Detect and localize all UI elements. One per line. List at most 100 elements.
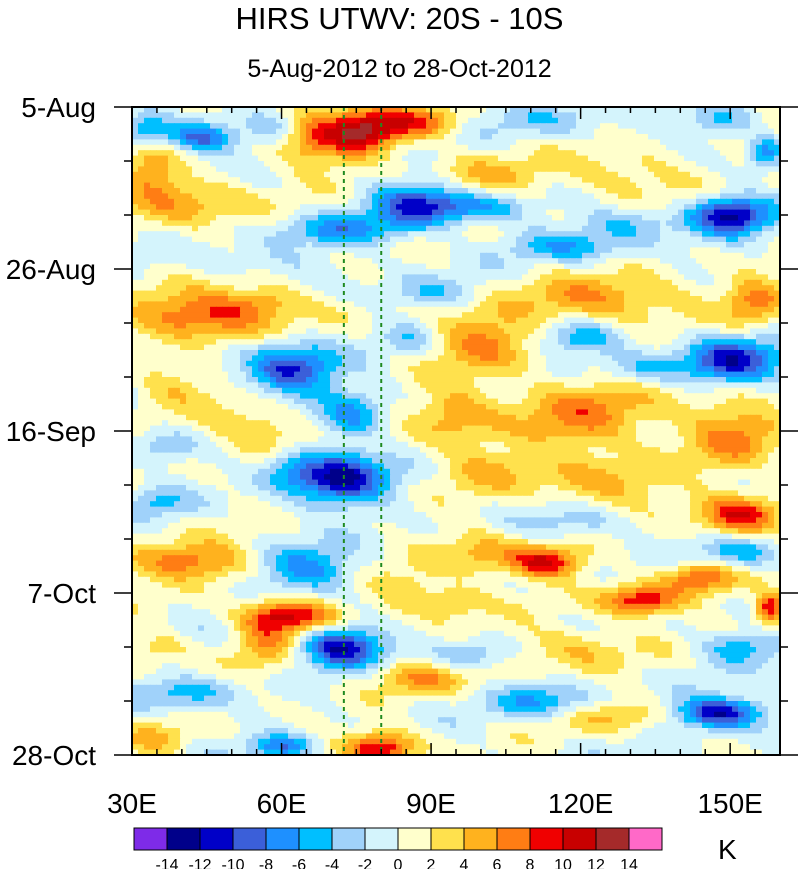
heatmap-cell: [228, 301, 235, 308]
heatmap-cell: [516, 252, 523, 259]
heatmap-cell: [498, 312, 505, 319]
heatmap-cell: [384, 220, 391, 227]
heatmap-cell: [672, 274, 679, 281]
heatmap-cell: [564, 139, 571, 146]
heatmap-cell: [372, 209, 379, 216]
heatmap-cell: [264, 215, 271, 221]
heatmap-cell: [474, 209, 481, 216]
heatmap-cell: [738, 247, 745, 254]
heatmap-cell: [546, 263, 553, 270]
heatmap-cell: [270, 215, 277, 221]
heatmap-cell: [762, 144, 769, 151]
heatmap-cell: [402, 258, 409, 265]
heatmap-cell: [576, 279, 583, 286]
heatmap-cell: [528, 333, 535, 340]
heatmap-cell: [600, 242, 607, 248]
heatmap-cell: [270, 274, 277, 281]
heatmap-cell: [408, 252, 415, 259]
heatmap-cell: [216, 166, 223, 173]
heatmap-cell: [762, 328, 769, 335]
heatmap-cell: [150, 279, 157, 286]
heatmap-cell: [756, 247, 763, 254]
heatmap-cell: [354, 128, 361, 135]
heatmap-cell: [150, 312, 157, 319]
heatmap-cell: [630, 225, 637, 232]
heatmap-cell: [702, 204, 709, 211]
heatmap-cell: [480, 123, 487, 130]
heatmap-cell: [666, 274, 673, 281]
heatmap-cell: [456, 285, 463, 292]
heatmap-cell: [294, 166, 301, 173]
heatmap-cell: [396, 188, 403, 194]
heatmap-cell: [294, 112, 301, 119]
heatmap-cell: [732, 236, 739, 243]
heatmap-cell: [750, 204, 757, 211]
heatmap-cell: [216, 215, 223, 221]
heatmap-cell: [642, 215, 649, 221]
heatmap-cell: [630, 144, 637, 151]
heatmap-cell: [174, 209, 181, 216]
heatmap-cell: [222, 225, 229, 232]
heatmap-cell: [348, 274, 355, 281]
heatmap-cell: [456, 166, 463, 173]
heatmap-cell: [606, 247, 613, 254]
heatmap-cell: [516, 290, 523, 297]
heatmap-cell: [330, 242, 337, 248]
heatmap-cell: [438, 225, 445, 232]
heatmap-cell: [636, 134, 643, 140]
heatmap-cell: [186, 274, 193, 281]
heatmap-cell: [420, 263, 427, 270]
heatmap-cell: [276, 252, 283, 259]
heatmap-cell: [564, 204, 571, 211]
heatmap-cell: [726, 209, 733, 216]
heatmap-cell: [714, 155, 721, 162]
heatmap-cell: [270, 209, 277, 216]
heatmap-cell: [498, 290, 505, 297]
heatmap-cell: [330, 220, 337, 227]
heatmap-cell: [720, 285, 727, 292]
heatmap-cell: [330, 139, 337, 146]
heatmap-cell: [144, 171, 151, 178]
heatmap-cell: [552, 317, 559, 324]
heatmap-cell: [708, 236, 715, 243]
heatmap-cell: [300, 274, 307, 281]
heatmap-cell: [408, 344, 415, 351]
heatmap-cell: [510, 339, 517, 346]
heatmap-cell: [702, 161, 709, 167]
heatmap-cell: [486, 112, 493, 119]
heatmap-cell: [618, 198, 625, 205]
heatmap-cell: [432, 312, 439, 319]
heatmap-cell: [672, 144, 679, 151]
heatmap-cell: [396, 247, 403, 254]
heatmap-cell: [540, 247, 547, 254]
heatmap-cell: [192, 236, 199, 243]
heatmap-cell: [636, 247, 643, 254]
heatmap-cell: [498, 144, 505, 151]
heatmap-cell: [732, 171, 739, 178]
heatmap-cell: [240, 144, 247, 151]
heatmap-cell: [432, 258, 439, 265]
heatmap-cell: [546, 107, 553, 113]
heatmap-cell: [660, 128, 667, 135]
heatmap-cell: [570, 317, 577, 324]
heatmap-cell: [240, 274, 247, 281]
heatmap-cell: [264, 258, 271, 265]
heatmap-cell: [546, 144, 553, 151]
heatmap-cell: [486, 220, 493, 227]
heatmap-cell: [408, 117, 415, 124]
heatmap-cell: [456, 317, 463, 324]
heatmap-cell: [372, 139, 379, 146]
heatmap-cell: [282, 215, 289, 221]
heatmap-cell: [654, 139, 661, 146]
heatmap-cell: [300, 134, 307, 140]
heatmap-cell: [762, 209, 769, 216]
heatmap-cell: [708, 204, 715, 211]
heatmap-cell: [324, 323, 331, 329]
heatmap-cell: [642, 220, 649, 227]
heatmap-cell: [624, 317, 631, 324]
heatmap-cell: [690, 274, 697, 281]
heatmap-cell: [420, 134, 427, 140]
heatmap-cell: [270, 252, 277, 259]
heatmap-cell: [642, 344, 649, 351]
heatmap-cell: [552, 296, 559, 302]
